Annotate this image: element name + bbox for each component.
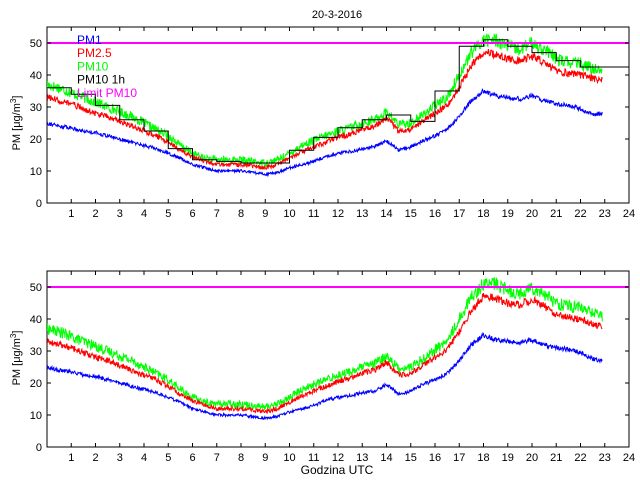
y-axis-label-close: ] [11, 96, 23, 99]
x-tick-label: 1 [68, 452, 74, 464]
x-tick-label: 4 [141, 452, 147, 464]
y-tick-label: 0 [36, 442, 42, 454]
x-tick-label: 10 [283, 452, 295, 464]
x-tick-label: 11 [308, 452, 319, 464]
x-tick-label: 5 [165, 208, 171, 220]
y-axis-label-sup: 3 [9, 98, 18, 103]
x-tick-label: 12 [332, 208, 344, 220]
y-tick-label: 10 [30, 166, 42, 178]
x-tick-label: 3 [117, 208, 123, 220]
legend-item: PM1 [77, 33, 102, 47]
y-axis-label-bottom: PM [μg/m3] [9, 331, 23, 386]
y-axis-label-main: PM [μg/m [11, 103, 23, 150]
x-tick-label: 10 [283, 208, 295, 220]
y-tick-label: 50 [30, 38, 42, 50]
x-tick-label: 22 [574, 452, 586, 464]
x-tick-label: 1 [68, 208, 74, 220]
x-tick-label: 24 [623, 452, 635, 464]
bottom-panel: 1 2 3 4 5 6 7 8 9 10 11 12 13 14 15 16 17 18 19 20 21 22 23 240… [30, 270, 635, 464]
x-tick-label: 18 [477, 208, 489, 220]
top-panel: 1 2 3 4 5 6 7 8 9 10 11 12 13 14 15 16 17 18 19 20 21 22 23 240… [30, 26, 635, 220]
chart-title: 20-3-2016 [312, 9, 362, 21]
x-tick-label: 14 [380, 208, 392, 220]
x-tick-label: 12 [332, 452, 344, 464]
series-line-pm25 [47, 293, 603, 414]
x-tick-label: 20 [526, 452, 538, 464]
x-tick-label: 13 [356, 452, 368, 464]
x-tick-label: 8 [238, 452, 244, 464]
legend-item: PM10 [77, 59, 109, 73]
x-tick-label: 14 [380, 452, 392, 464]
x-tick-label: 5 [165, 452, 171, 464]
y-axis-label-top: PM [μg/m3] [9, 96, 23, 151]
legend-item: PM2.5 [77, 46, 112, 60]
x-tick-label: 17 [453, 208, 465, 220]
series-line-pm1 [47, 88, 603, 178]
y-tick-label: 20 [30, 378, 42, 390]
y-tick-label: 20 [30, 134, 42, 146]
y-tick-label: 40 [30, 70, 42, 82]
x-tick-label: 8 [238, 208, 244, 220]
x-tick-label: 18 [477, 452, 489, 464]
series-line-pm25 [47, 48, 603, 171]
x-tick-label: 17 [453, 452, 465, 464]
x-tick-label: 19 [502, 452, 514, 464]
series-line-pm1 [47, 332, 603, 421]
x-tick-label: 23 [599, 208, 611, 220]
x-tick-label: 23 [599, 452, 611, 464]
x-tick-label: 15 [405, 452, 417, 464]
x-tick-label: 7 [214, 208, 220, 220]
x-tick-label: 11 [308, 208, 319, 220]
y-tick-label: 40 [30, 314, 42, 326]
x-tick-label: 21 [550, 452, 562, 464]
x-tick-label: 9 [262, 208, 268, 220]
x-tick-label: 22 [574, 208, 586, 220]
x-tick-label: 16 [429, 208, 441, 220]
y-axis-label-sup: 3 [9, 333, 18, 338]
y-tick-label: 0 [36, 198, 42, 210]
legend-item: PM10 1h [77, 73, 125, 87]
x-tick-label: 2 [92, 452, 98, 464]
y-axis-label-close: ] [11, 331, 23, 334]
series-line-pm10-1h [47, 39, 629, 164]
series-group [47, 32, 629, 178]
x-tick-label: 15 [405, 208, 417, 220]
x-tick-label: 21 [550, 208, 562, 220]
y-axis-label-main: PM [μg/m [11, 338, 23, 385]
x-tick-label: 2 [92, 208, 98, 220]
x-tick-label: 16 [429, 452, 441, 464]
x-tick-label: 9 [262, 452, 268, 464]
x-tick-label: 6 [189, 208, 195, 220]
x-tick-label: 20 [526, 208, 538, 220]
x-tick-label: 13 [356, 208, 368, 220]
x-tick-label: 24 [623, 208, 635, 220]
x-tick-label: 6 [189, 452, 195, 464]
y-tick-label: 50 [30, 282, 42, 294]
y-tick-label: 10 [30, 410, 42, 422]
y-tick-label: 30 [30, 346, 42, 358]
y-tick-label: 30 [30, 102, 42, 114]
x-axis-label: Godzina UTC [301, 463, 374, 477]
x-tick-label: 19 [502, 208, 514, 220]
legend-item: Limit PM10 [77, 86, 137, 100]
x-tick-label: 7 [214, 452, 220, 464]
x-tick-label: 3 [117, 452, 123, 464]
series-group [47, 277, 629, 421]
x-tick-label: 4 [141, 208, 147, 220]
